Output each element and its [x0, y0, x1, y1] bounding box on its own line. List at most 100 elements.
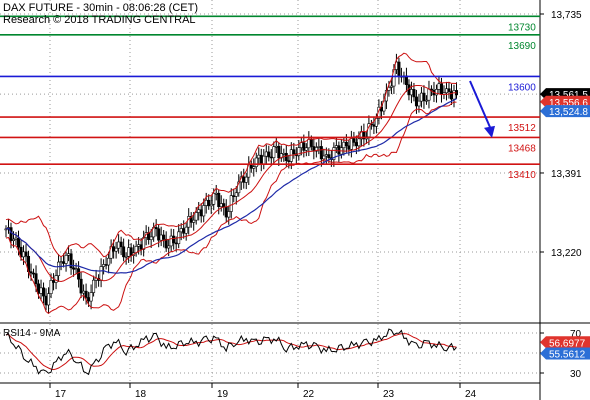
candle-body	[89, 292, 93, 302]
candle-body	[357, 138, 361, 147]
rsi-title: RSI14 - 9MA	[3, 328, 61, 339]
candle-body	[127, 247, 131, 257]
candle-body	[139, 244, 143, 250]
candle-body	[414, 96, 418, 107]
candle-body	[119, 241, 123, 248]
candle-body	[309, 139, 313, 147]
candle-body	[254, 157, 258, 167]
level-label-13730: 13730	[508, 22, 536, 33]
x-tick-label: 23	[383, 389, 395, 400]
candle-body	[59, 261, 63, 263]
candle-body	[162, 234, 166, 240]
x-tick-label: 24	[465, 389, 477, 400]
moving-average-line	[5, 98, 457, 274]
candle-body	[212, 193, 216, 205]
candle-body	[244, 176, 248, 183]
candle-body	[44, 295, 48, 306]
candle-body	[17, 237, 21, 248]
candle-body	[409, 89, 413, 96]
candle-body	[354, 142, 358, 147]
candle-body	[259, 154, 263, 165]
candle-body	[52, 280, 56, 283]
candle-body	[159, 234, 163, 241]
candle-body	[179, 228, 183, 233]
y-tick-label: 13,220	[551, 248, 582, 259]
candle-body	[227, 211, 231, 218]
candle-body	[332, 147, 336, 160]
candle-body	[69, 253, 73, 269]
candle-body	[217, 192, 221, 207]
candle-body	[74, 268, 78, 270]
candle-body	[29, 271, 33, 274]
candle-body	[12, 238, 16, 241]
candle-body	[439, 83, 443, 95]
rsi-badge-label: 56.6977	[549, 338, 586, 349]
candle-body	[117, 241, 121, 249]
candle-body	[314, 147, 318, 152]
candle-body	[209, 203, 213, 207]
rsi-tick-label: 70	[570, 329, 582, 340]
candle-body	[242, 176, 246, 183]
candle-body	[202, 205, 206, 217]
candle-body	[237, 181, 241, 194]
candle-body	[424, 99, 428, 102]
candle-body	[419, 92, 423, 102]
candle-body	[42, 287, 46, 297]
bollinger-middle	[5, 85, 457, 283]
candle-body	[167, 245, 171, 249]
candle-body	[99, 266, 103, 281]
level-label-13512: 13512	[508, 123, 536, 134]
candle-body	[149, 236, 153, 240]
candle-body	[282, 152, 286, 155]
candle-body	[77, 268, 81, 280]
bollinger-upper	[5, 52, 457, 258]
candle-body	[334, 145, 338, 148]
candle-body	[102, 264, 106, 267]
candle-body	[84, 290, 88, 298]
candle-body	[189, 216, 193, 223]
candle-body	[319, 146, 323, 160]
candle-body	[417, 100, 421, 107]
candle-body	[54, 275, 58, 283]
candle-body	[437, 83, 441, 90]
price-badge	[540, 95, 590, 108]
candle-body	[249, 164, 253, 169]
rsi-tick-label: 30	[570, 369, 582, 380]
rsi-ma-line	[5, 333, 457, 371]
candle-body	[47, 293, 51, 306]
rsi-line	[5, 328, 457, 376]
candle-body	[92, 279, 96, 293]
candle-body	[412, 89, 416, 98]
candle-body	[79, 278, 83, 294]
candle-body	[112, 246, 116, 252]
candle-body	[169, 235, 173, 247]
level-label-13600: 13600	[508, 82, 536, 93]
candle-body	[62, 261, 66, 264]
candle-body	[192, 219, 196, 223]
candle-body	[274, 145, 278, 148]
candle-body	[72, 267, 76, 270]
candle-body	[264, 151, 268, 157]
candle-body	[302, 142, 306, 151]
candle-body	[22, 251, 26, 258]
candle-body	[267, 151, 271, 158]
price-badge-label: 13,524.8	[549, 107, 588, 118]
forecast-arrow-head	[484, 125, 495, 138]
chart-copyright: Research © 2018 TRADING CENTRAL	[3, 14, 196, 26]
y-tick-label: 13,391	[551, 169, 582, 180]
level-label-13690: 13690	[508, 41, 536, 52]
candle-body	[34, 273, 38, 285]
candle-body	[104, 264, 108, 266]
candle-body	[292, 149, 296, 155]
candle-body	[304, 147, 308, 151]
candle-body	[344, 141, 348, 147]
candle-body	[194, 212, 198, 221]
candle-body	[287, 160, 291, 162]
candle-body	[67, 253, 71, 256]
candle-body	[214, 192, 218, 195]
candle-body	[204, 199, 208, 206]
candle-body	[129, 247, 133, 256]
candle-body	[269, 156, 273, 159]
